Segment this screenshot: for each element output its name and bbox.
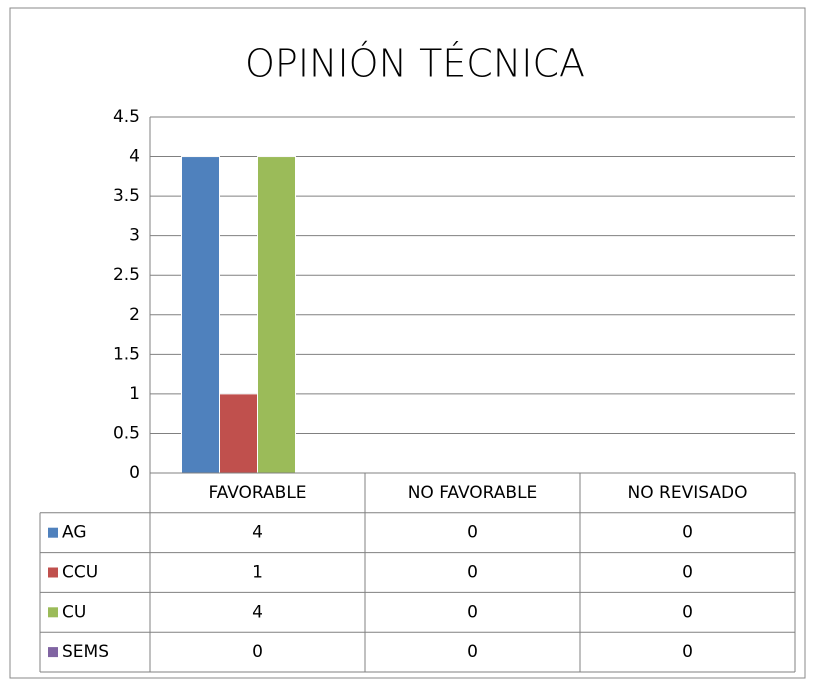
table-value: 0	[682, 602, 693, 622]
y-tick-label: 2	[129, 305, 140, 325]
bar	[257, 156, 296, 474]
y-tick-label: 4.5	[113, 107, 140, 127]
x-tick-label: NO FAVORABLE	[408, 483, 538, 503]
y-tick-label: 0.5	[113, 423, 140, 443]
x-tick-label: FAVORABLE	[208, 483, 306, 503]
table-value: 0	[252, 642, 263, 662]
legend-label: SEMS	[62, 642, 109, 662]
table-value: 0	[682, 523, 693, 543]
table-value: 4	[252, 602, 263, 622]
legend-swatch	[48, 647, 58, 658]
y-tick-label: 3.5	[113, 186, 140, 206]
x-tick-label: NO REVISADO	[628, 483, 748, 503]
y-tick-label: 1	[129, 384, 140, 404]
table-value: 1	[252, 563, 263, 583]
bar	[181, 156, 220, 474]
chart-title: OPINIÓN TÉCNICA	[245, 42, 585, 86]
chart-border	[9, 7, 806, 679]
y-tick-label: 4	[129, 147, 140, 167]
y-tick-label: 2.5	[113, 265, 140, 285]
table-value: 0	[467, 523, 478, 543]
table-value: 0	[467, 563, 478, 583]
legend-swatch	[48, 567, 58, 578]
y-tick-label: 0	[129, 463, 140, 483]
legend-swatch	[48, 527, 58, 538]
legend-label: CU	[62, 602, 86, 622]
bar	[219, 393, 258, 474]
table-value: 0	[682, 563, 693, 583]
table-value: 0	[467, 642, 478, 662]
legend-swatch	[48, 607, 58, 618]
legend-label: AG	[62, 523, 87, 543]
table-value: 4	[252, 523, 263, 543]
legend-label: CCU	[62, 563, 98, 583]
y-tick-label: 1.5	[113, 344, 140, 364]
table-value: 0	[467, 602, 478, 622]
table-value: 0	[682, 642, 693, 662]
y-tick-label: 3	[129, 226, 140, 246]
